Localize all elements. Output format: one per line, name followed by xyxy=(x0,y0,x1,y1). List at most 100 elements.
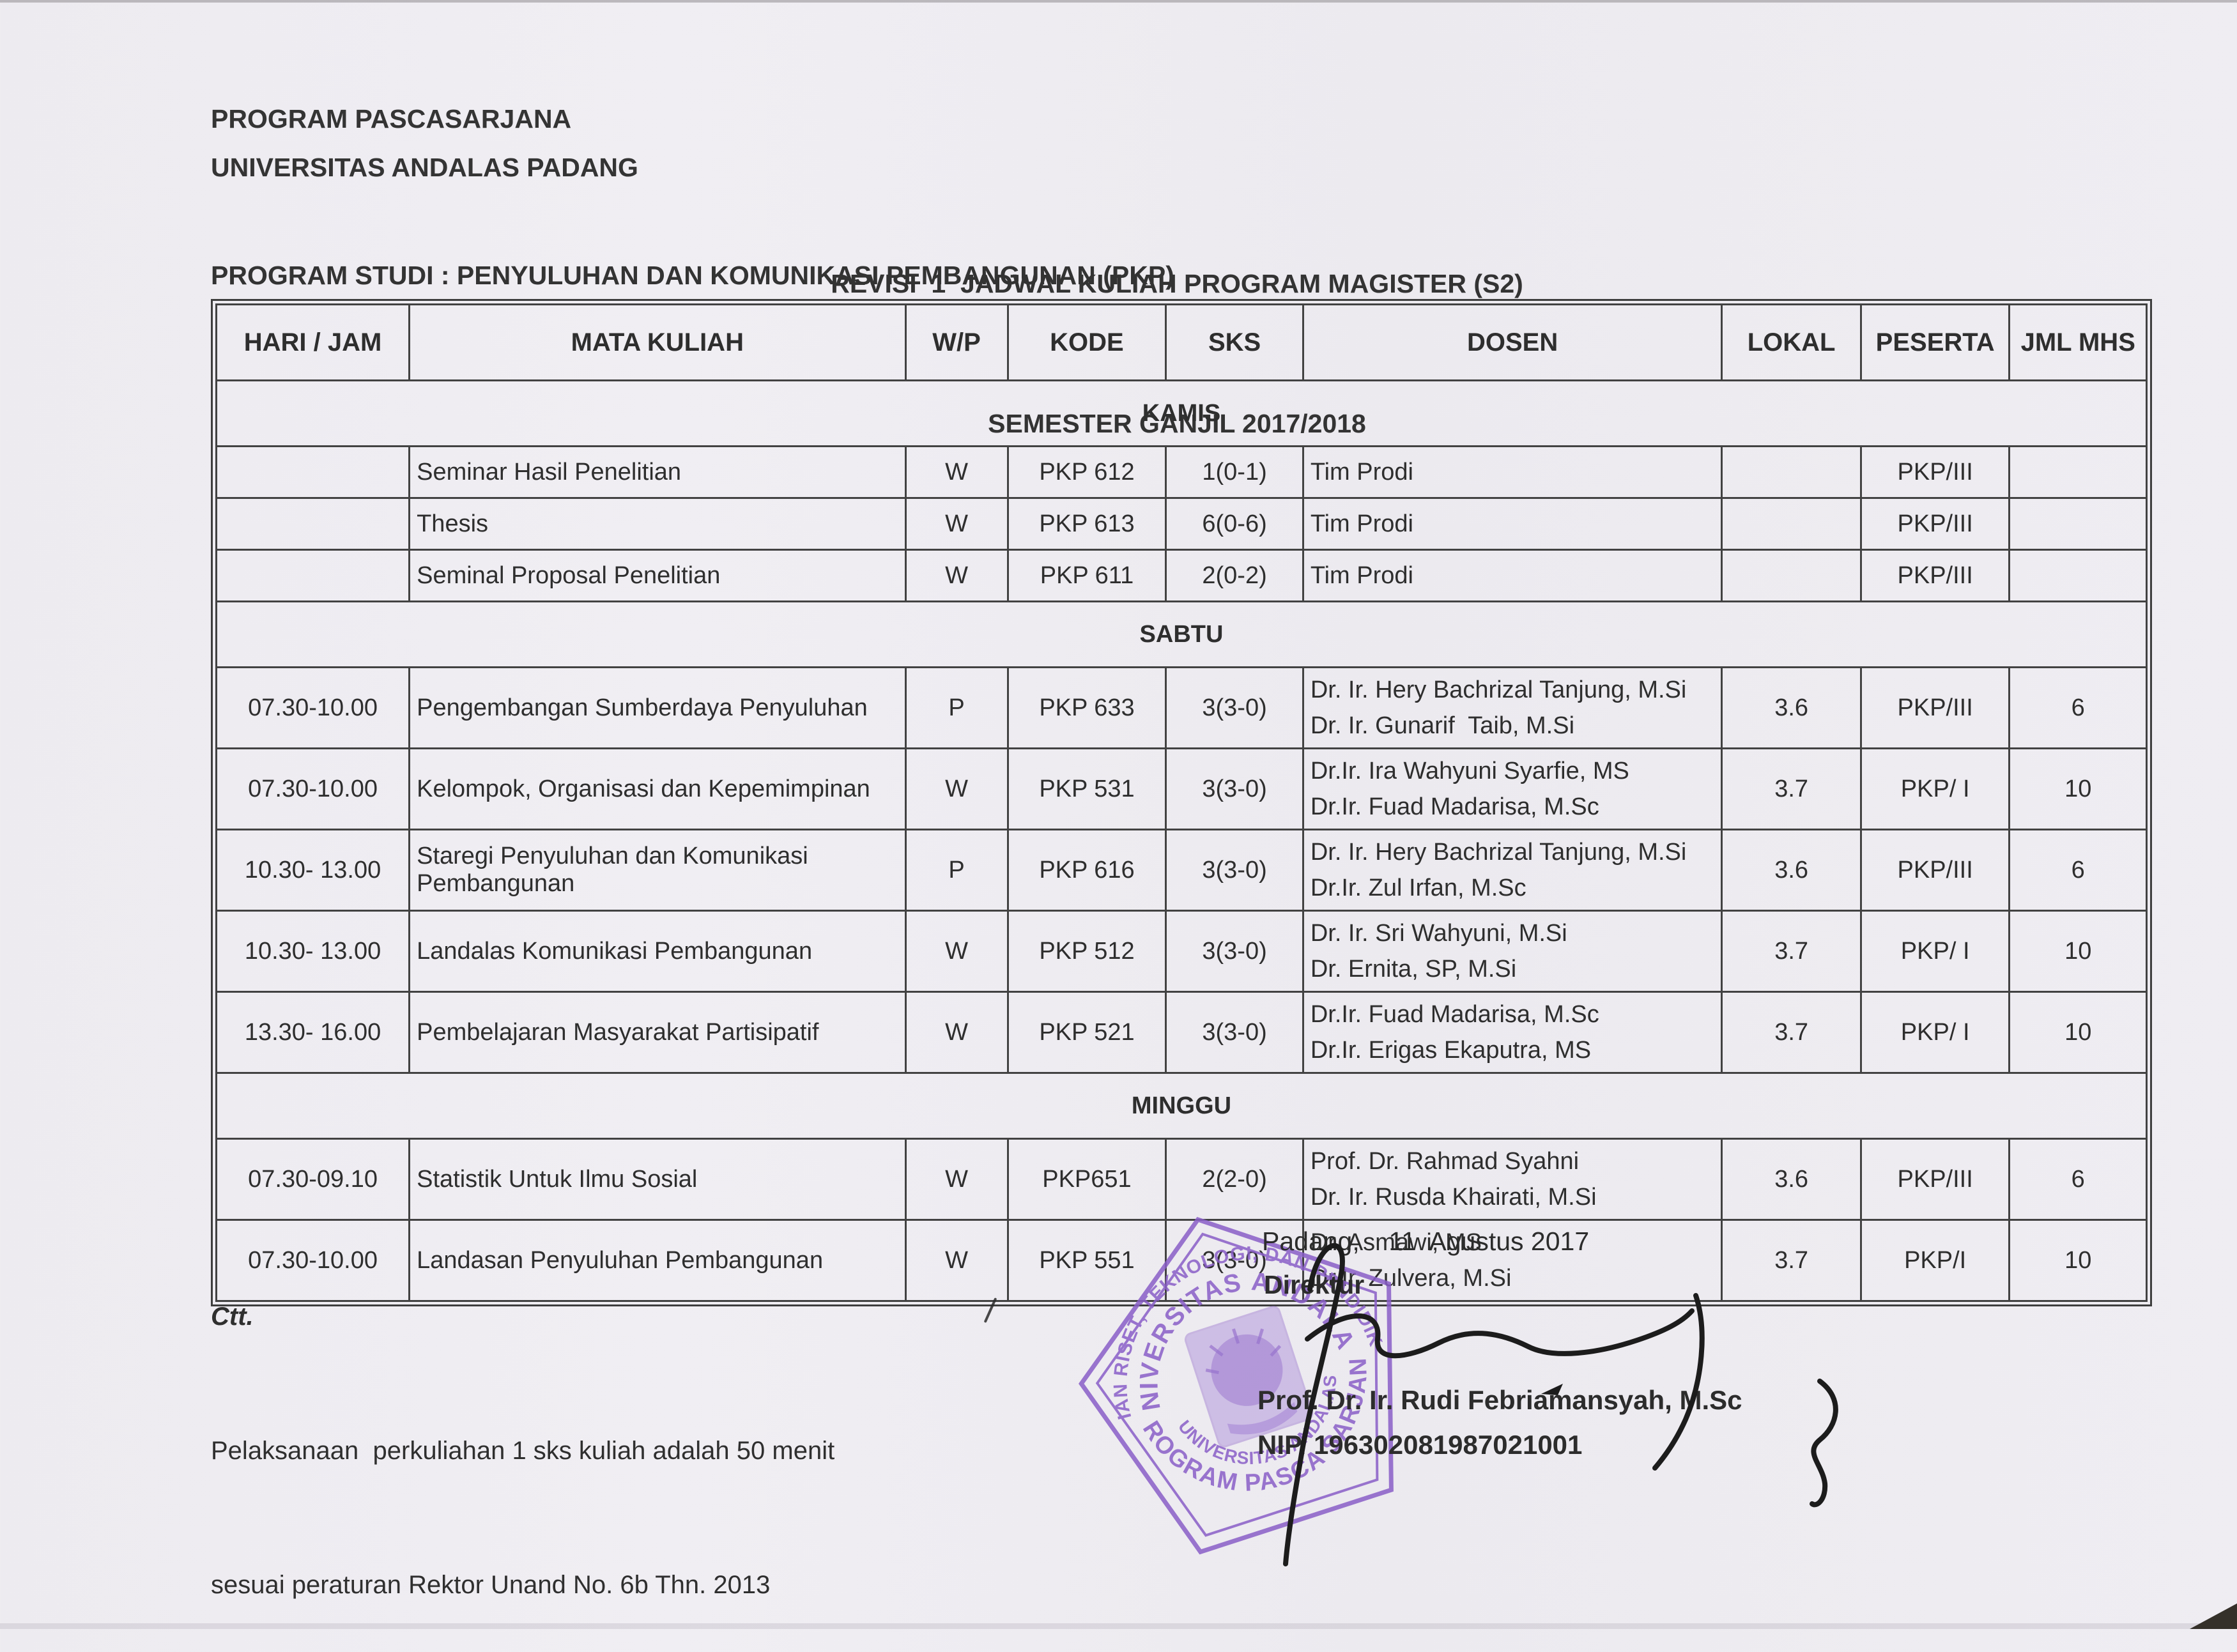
schedule-row: 07.30-09.10 Statistik Untuk Ilmu Sosial W P… xyxy=(215,1138,2148,1221)
footnote-line2: sesuai peraturan Rektor Unand No. 6b Thn… xyxy=(211,1571,771,1599)
schedule-row: 13.30- 16.00 Pembelajaran Masyarakat Part… xyxy=(215,991,2148,1074)
column-header-sks: SKS xyxy=(1165,303,1304,381)
cell-jml-mhs: 10 xyxy=(2008,747,2148,830)
cell-hari-jam: 07.30-10.00 xyxy=(215,666,411,749)
cell-mata-kuliah: Seminal Proposal Penelitian xyxy=(408,549,907,602)
cell-mata-kuliah: Pembelajaran Masyarakat Partisipatif xyxy=(408,991,907,1074)
signature-flourish-stroke xyxy=(1810,1379,1838,1508)
cell-sks: 2(0-2) xyxy=(1165,549,1304,602)
day-band-row: MINGGU xyxy=(215,1072,2148,1140)
cell-kode: PKP 611 xyxy=(1006,549,1167,602)
cell-hari-jam: 13.30- 16.00 xyxy=(215,991,411,1074)
cell-mata-kuliah: Landasan Penyuluhan Pembangunan xyxy=(408,1219,907,1302)
signer-nip: NIP. 196302081987021001 xyxy=(1257,1430,1583,1460)
cell-sks: 1(0-1) xyxy=(1165,445,1304,499)
cell-lokal: 3.7 xyxy=(1721,747,1862,830)
program-studi-label: PROGRAM STUDI : PENYULUHAN DAN KOMUNIKAS… xyxy=(211,261,1174,290)
schedule-row: 10.30- 13.00 Landalas Komunikasi Pembangu… xyxy=(215,910,2148,993)
cell-dosen: Dr. Ir. Sri Wahyuni, M.Si Dr. Ernita, SP… xyxy=(1302,910,1723,993)
cell-sks: 2(2-0) xyxy=(1165,1138,1304,1221)
cell-kode: PKP 612 xyxy=(1006,445,1167,499)
cell-dosen: Dr.Ir. Ira Wahyuni Syarfie, MS Dr.Ir. Fu… xyxy=(1302,747,1723,830)
cell-jml-mhs: 10 xyxy=(2008,991,2148,1074)
schedule-table-frame: HARI / JAM MATA KULIAH W/P KODE SKS DOSE… xyxy=(211,299,2152,1306)
schedule-row: 07.30-10.00 Kelompok, Organisasi dan Kepe… xyxy=(215,747,2148,830)
day-band-sabtu: SABTU xyxy=(215,600,2148,668)
scan-corner-artifact xyxy=(2190,1603,2237,1629)
cell-jml-mhs xyxy=(2008,497,2148,551)
cell-peserta: PKP/III xyxy=(1859,666,2011,749)
cell-peserta: PKP/ I xyxy=(1859,991,2011,1074)
signer-name: Prof. Dr. Ir. Rudi Febriamansyah, M.Sc xyxy=(1257,1385,1742,1415)
signature-tick-mark xyxy=(1541,1384,1563,1395)
cell-wp: W xyxy=(904,991,1009,1074)
cell-kode: PKP 551 xyxy=(1006,1219,1167,1302)
column-header-hari-jam: HARI / JAM xyxy=(215,303,411,381)
schedule-row: Seminar Hasil Penelitian W PKP 612 1(0-1) Ti… xyxy=(215,445,2148,499)
column-header-peserta: PESERTA xyxy=(1859,303,2011,381)
cell-jml-mhs: 6 xyxy=(2008,829,2148,912)
schedule-row: Seminal Proposal Penelitian W PKP 611 2(0-2… xyxy=(215,549,2148,602)
organization-header: PROGRAM PASCASARJANA UNIVERSITAS ANDALAS… xyxy=(211,95,638,192)
cell-hari-jam xyxy=(215,445,411,499)
cell-wp: W xyxy=(904,445,1009,499)
cell-kode: PKP 633 xyxy=(1006,666,1167,749)
column-header-lokal: LOKAL xyxy=(1721,303,1862,381)
day-band-kamis: KAMIS xyxy=(215,379,2148,447)
cell-hari-jam: 07.30-09.10 xyxy=(215,1138,411,1221)
cell-dosen: Tim Prodi xyxy=(1302,549,1723,602)
cell-jml-mhs: 6 xyxy=(2008,666,2148,749)
doc-title-line1: REVISI 1 JADWAL KULIAH PROGRAM MAGISTER … xyxy=(831,269,1523,298)
table-header-row: HARI / JAM MATA KULIAH W/P KODE SKS DOSE… xyxy=(215,303,2148,381)
column-header-mata-kuliah: MATA KULIAH xyxy=(408,303,907,381)
stamp-outer-pentagon xyxy=(1078,1216,1394,1555)
cell-jml-mhs xyxy=(2008,445,2148,499)
cell-mata-kuliah: Landalas Komunikasi Pembangunan xyxy=(408,910,907,993)
cell-kode: PKP 613 xyxy=(1006,497,1167,551)
day-band-minggu: MINGGU xyxy=(215,1072,2148,1140)
cell-lokal: 3.7 xyxy=(1721,991,1862,1074)
org-name: PROGRAM PASCASARJANA xyxy=(211,104,572,134)
cell-wp: W xyxy=(904,497,1009,551)
scan-edge-artifact xyxy=(0,0,2237,3)
cell-peserta: PKP/III xyxy=(1859,497,2011,551)
cell-mata-kuliah: Staregi Penyuluhan dan Komunikasi Pemban… xyxy=(408,829,907,912)
cell-dosen: Dr. Asmawi, MS Dr.Ir. Zulvera, M.Si xyxy=(1302,1219,1723,1302)
cell-lokal: 3.6 xyxy=(1721,829,1862,912)
cell-wp: W xyxy=(904,1138,1009,1221)
cell-dosen: Dr. Ir. Hery Bachrizal Tanjung, M.Si Dr.… xyxy=(1302,666,1723,749)
cell-lokal xyxy=(1721,445,1862,499)
cell-dosen: Dr.Ir. Fuad Madarisa, M.Sc Dr.Ir. Erigas… xyxy=(1302,991,1723,1074)
cell-sks: 3(3-0) xyxy=(1165,910,1304,993)
cell-peserta: PKP/III xyxy=(1859,445,2011,499)
cell-sks: 3(3-0) xyxy=(1165,666,1304,749)
cell-wp: W xyxy=(904,549,1009,602)
cell-sks: 3(3-0) xyxy=(1165,829,1304,912)
cell-wp: P xyxy=(904,829,1009,912)
university-stamp: KEMENTERIAN RISET, TEKNOLOGI, DAN PENDID… xyxy=(1056,1189,1403,1555)
cell-kode: PKP 531 xyxy=(1006,747,1167,830)
cell-mata-kuliah: Pengembangan Sumberdaya Penyuluhan xyxy=(408,666,907,749)
signature-wave-stroke xyxy=(1305,1308,1695,1359)
cell-jml-mhs: 6 xyxy=(2008,1138,2148,1221)
cell-peserta: PKP/ I xyxy=(1859,910,2011,993)
university-name: UNIVERSITAS ANDALAS PADANG xyxy=(211,153,638,182)
cell-wp: W xyxy=(904,747,1009,830)
cell-jml-mhs: 10 xyxy=(2008,910,2148,993)
cell-hari-jam xyxy=(215,549,411,602)
signature-main-stroke xyxy=(1283,1243,1345,1566)
day-band-row: SABTU xyxy=(215,600,2148,668)
schedule-row: 07.30-10.00 Pengembangan Sumberdaya Penyu… xyxy=(215,666,2148,749)
footnote-block: Ctt. Pelaksanaan perkuliahan 1 sks kulia… xyxy=(211,1205,834,1652)
schedule-table: HARI / JAM MATA KULIAH W/P KODE SKS DOSE… xyxy=(215,303,2148,1302)
cell-lokal: 3.7 xyxy=(1721,910,1862,993)
cell-wp: W xyxy=(904,1219,1009,1302)
cell-mata-kuliah: Statistik Untuk Ilmu Sosial xyxy=(408,1138,907,1221)
cell-kode: PKP651 xyxy=(1006,1138,1167,1221)
cell-sks: 3(3-0) xyxy=(1165,747,1304,830)
cell-dosen: Dr. Ir. Hery Bachrizal Tanjung, M.Si Dr.… xyxy=(1302,829,1723,912)
cell-dosen: Tim Prodi xyxy=(1302,445,1723,499)
cell-peserta: PKP/ I xyxy=(1859,747,2011,830)
cell-lokal xyxy=(1721,497,1862,551)
